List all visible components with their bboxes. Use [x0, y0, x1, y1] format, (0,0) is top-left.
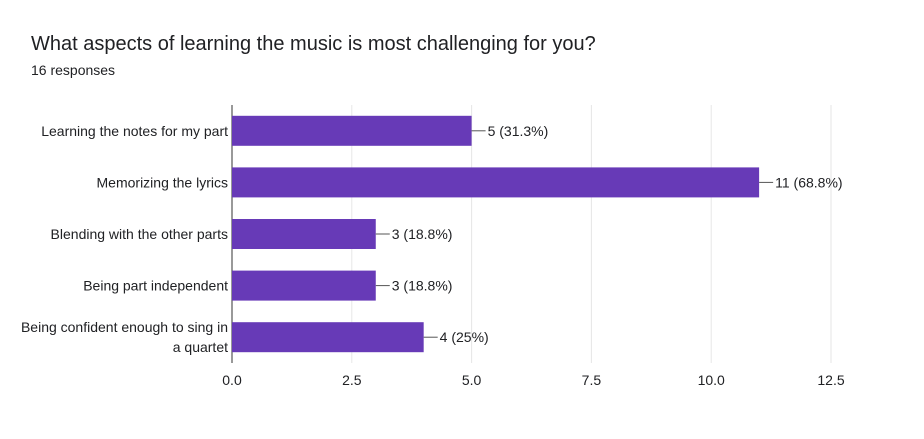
bar [232, 115, 472, 146]
x-tick-label: 2.5 [342, 372, 362, 388]
x-tick-label: 12.5 [817, 372, 844, 388]
data-label: 3 (18.8%) [392, 226, 453, 242]
data-label: 11 (68.8%) [775, 174, 842, 190]
category-label: Being part independent [83, 278, 228, 294]
data-label: 4 (25%) [440, 329, 489, 345]
category-label: Blending with the other parts [51, 226, 228, 242]
x-tick-label: 7.5 [582, 372, 602, 388]
bar [232, 270, 376, 301]
response-count: 16 responses [31, 62, 116, 78]
category-label: Being confident enough to sing in [21, 319, 228, 335]
data-label: 3 (18.8%) [392, 278, 453, 294]
data-label: 5 (31.3%) [488, 123, 549, 139]
bar [232, 167, 760, 198]
bar [232, 219, 376, 249]
x-tick-label: 10.0 [698, 372, 725, 388]
category-label: a quartet [173, 339, 228, 355]
category-label: Memorizing the lyrics [97, 174, 228, 190]
bar [232, 322, 424, 353]
chart-title: What aspects of learning the music is mo… [31, 33, 596, 55]
category-label: Learning the notes for my part [41, 123, 228, 139]
x-tick-label: 0.0 [222, 372, 242, 388]
x-tick-label: 5.0 [462, 372, 482, 388]
